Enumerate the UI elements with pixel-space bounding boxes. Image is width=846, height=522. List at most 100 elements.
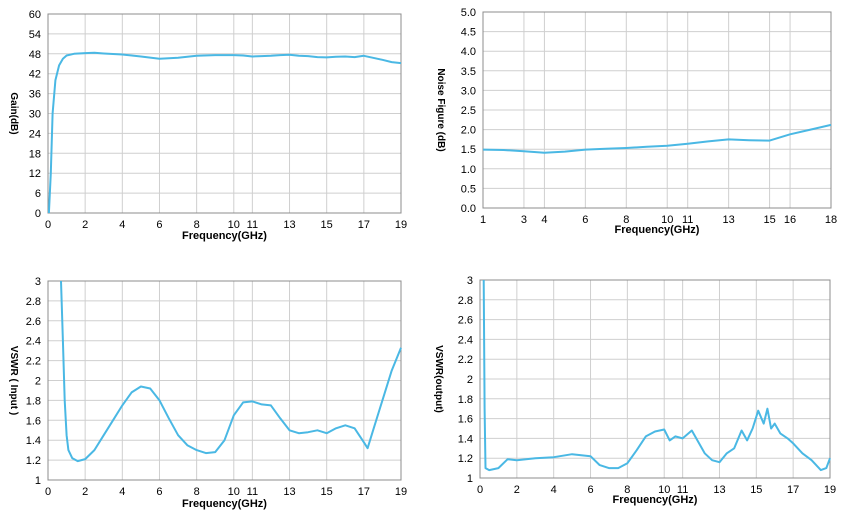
gain-xtick-label: 6: [156, 219, 162, 231]
gain-ytick-label: 0: [35, 208, 41, 220]
nf-xtick-label: 15: [763, 214, 775, 226]
gain-ytick-label: 24: [29, 128, 41, 140]
vswrin-plot-area: [47, 280, 402, 481]
nf-ytick-label: 4.0: [461, 46, 476, 58]
vswrin-ytick-label: 1.2: [26, 455, 41, 467]
nf-ytick-label: 1.0: [461, 164, 476, 176]
nf-xtick-label: 3: [521, 214, 527, 226]
vswrin-ytick-label: 1.4: [26, 435, 41, 447]
nf-ytick-label: 2.0: [461, 125, 476, 137]
gain-plot-area: [47, 13, 402, 214]
nf-xtick-label: 6: [582, 214, 588, 226]
gain-xtick-label: 10: [228, 219, 240, 231]
gain-xtick-label: 2: [82, 219, 88, 231]
vswrin-xtick-label: 8: [194, 486, 200, 498]
nf-xtick-label: 13: [723, 214, 735, 226]
vswrout-y-axis-label: VSWR(output): [433, 345, 444, 413]
gain-xtick-label: 15: [321, 219, 333, 231]
nf-ytick-label: 2.5: [461, 105, 476, 117]
gain-y-axis-label: Gain(dB): [8, 92, 19, 134]
gain-ytick-label: 30: [29, 109, 41, 121]
nf-xtick-label: 8: [623, 214, 629, 226]
vswrin-xtick-label: 17: [358, 486, 370, 498]
vswrin-ytick-label: 3: [35, 276, 41, 288]
vswrin-xtick-label: 19: [395, 486, 407, 498]
vswrout-ytick-label: 1: [467, 473, 473, 485]
vswrout-xtick-label: 2: [514, 484, 520, 496]
vswrout-xtick-label: 13: [713, 484, 725, 496]
vswrout-ytick-label: 1.6: [458, 414, 473, 426]
vswrout-xtick-label: 11: [677, 484, 688, 496]
gain-xtick-label: 11: [247, 219, 258, 231]
nf-y-axis-label: Noise Figure (dB): [435, 68, 446, 151]
vswrout-xtick-label: 0: [477, 484, 483, 496]
vswrin-xtick-label: 13: [283, 486, 295, 498]
vswrin-ytick-label: 1.6: [26, 415, 41, 427]
gain-ytick-label: 48: [29, 49, 41, 61]
vswrin-ytick-label: 2.2: [26, 356, 41, 368]
vswrout-x-axis-label: Frequency(GHz): [613, 494, 698, 506]
gain-xtick-label: 0: [45, 219, 51, 231]
gain-xtick-label: 17: [358, 219, 370, 231]
vswrin-series-line: [60, 280, 402, 463]
nf-xtick-label: 4: [541, 214, 547, 226]
vswrout-ytick-label: 1.4: [458, 433, 473, 445]
vswrin-ytick-label: 2.4: [26, 336, 41, 348]
nf-x-axis-label: Frequency(GHz): [615, 224, 700, 236]
gain-series-line: [47, 51, 402, 214]
vswrin-xtick-label: 6: [156, 486, 162, 498]
gain-ytick-label: 60: [29, 9, 41, 21]
nf-ytick-label: 0.5: [461, 183, 476, 195]
vswrout-xtick-label: 19: [824, 484, 836, 496]
vswrout-ytick-label: 2: [467, 374, 473, 386]
vswrin-xtick-label: 0: [45, 486, 51, 498]
vswrout-ytick-label: 2.2: [458, 354, 473, 366]
nf-xtick-label: 18: [825, 214, 837, 226]
vswrin-ytick-label: 2.8: [26, 296, 41, 308]
vswrin-xtick-label: 10: [228, 486, 240, 498]
gain-ytick-label: 54: [29, 29, 41, 41]
vswrin-ytick-label: 1.8: [26, 395, 41, 407]
gain-xtick-label: 4: [119, 219, 125, 231]
nf-xtick-label: 1: [480, 214, 486, 226]
nf-ytick-label: 3.0: [461, 85, 476, 97]
vswrin-ytick-label: 1: [35, 475, 41, 487]
nf-ytick-label: 4.5: [461, 27, 476, 39]
nf-ytick-label: 5.0: [461, 7, 476, 19]
gain-xtick-label: 13: [283, 219, 295, 231]
vswrout-xtick-label: 4: [551, 484, 557, 496]
vswrout-ytick-label: 2.6: [458, 315, 473, 327]
gain-xtick-label: 19: [395, 219, 407, 231]
gain-ytick-label: 18: [29, 148, 41, 160]
gain-ytick-label: 6: [35, 188, 41, 200]
nf-xtick-label: 11: [682, 214, 693, 226]
vswrout-xtick-label: 15: [750, 484, 762, 496]
vswrin-ytick-label: 2.6: [26, 316, 41, 328]
gain-ytick-label: 12: [29, 168, 41, 180]
vswrout-xtick-label: 17: [787, 484, 799, 496]
vswrout-ytick-label: 2.4: [458, 334, 473, 346]
vswrin-xtick-label: 4: [119, 486, 125, 498]
nf-xtick-label: 10: [661, 214, 673, 226]
nf-plot-area: [482, 11, 832, 209]
vswrout-xtick-label: 8: [624, 484, 630, 496]
nf-xtick-label: 16: [784, 214, 796, 226]
gain-ytick-label: 42: [29, 69, 41, 81]
vswrin-xtick-label: 2: [82, 486, 88, 498]
vswrout-series-line: [482, 279, 831, 472]
vswrin-y-axis-label: VSWR ( Input ): [8, 346, 19, 415]
nf-ytick-label: 1.5: [461, 144, 476, 156]
vswrin-xtick-label: 15: [321, 486, 333, 498]
vswrout-plot-area: [479, 279, 831, 479]
gain-x-axis-label: Frequency(GHz): [182, 230, 267, 242]
vswrout-ytick-label: 2.8: [458, 295, 473, 307]
vswrin-ytick-label: 2: [35, 376, 41, 388]
nf-ytick-label: 0.0: [461, 203, 476, 215]
gain-ytick-label: 36: [29, 89, 41, 101]
vswrout-ytick-label: 1.8: [458, 394, 473, 406]
nf-ytick-label: 3.5: [461, 66, 476, 78]
nf-series-line: [482, 123, 832, 154]
vswrin-x-axis-label: Frequency(GHz): [182, 498, 267, 510]
vswrout-ytick-label: 1.2: [458, 453, 473, 465]
